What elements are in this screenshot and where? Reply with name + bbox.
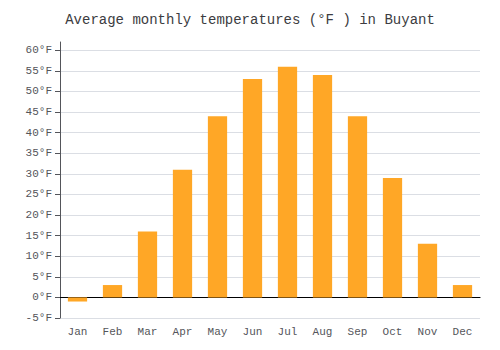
svg-text:60°F: 60°F (26, 44, 52, 56)
svg-text:Jul: Jul (278, 326, 298, 338)
svg-text:30°F: 30°F (26, 168, 52, 180)
svg-text:0°F: 0°F (32, 291, 52, 303)
svg-text:Oct: Oct (383, 326, 403, 338)
svg-text:35°F: 35°F (26, 147, 52, 159)
svg-text:Nov: Nov (418, 326, 438, 338)
svg-text:Mar: Mar (138, 326, 158, 338)
svg-text:May: May (208, 326, 228, 338)
svg-text:Sep: Sep (348, 326, 368, 338)
svg-text:Aug: Aug (313, 326, 333, 338)
svg-text:Average monthly temperatures (: Average monthly temperatures (°F ) in Bu… (65, 12, 435, 28)
svg-text:Apr: Apr (173, 326, 193, 338)
svg-text:50°F: 50°F (26, 85, 52, 97)
svg-text:15°F: 15°F (26, 230, 52, 242)
svg-text:Jun: Jun (243, 326, 263, 338)
svg-text:Jan: Jan (68, 326, 88, 338)
svg-text:-5°F: -5°F (26, 312, 52, 324)
svg-text:55°F: 55°F (26, 65, 52, 77)
svg-text:10°F: 10°F (26, 250, 52, 262)
svg-text:Feb: Feb (103, 326, 123, 338)
svg-text:20°F: 20°F (26, 209, 52, 221)
svg-text:Dec: Dec (453, 326, 473, 338)
svg-text:40°F: 40°F (26, 127, 52, 139)
svg-text:25°F: 25°F (26, 188, 52, 200)
svg-text:5°F: 5°F (32, 271, 52, 283)
svg-text:45°F: 45°F (26, 106, 52, 118)
